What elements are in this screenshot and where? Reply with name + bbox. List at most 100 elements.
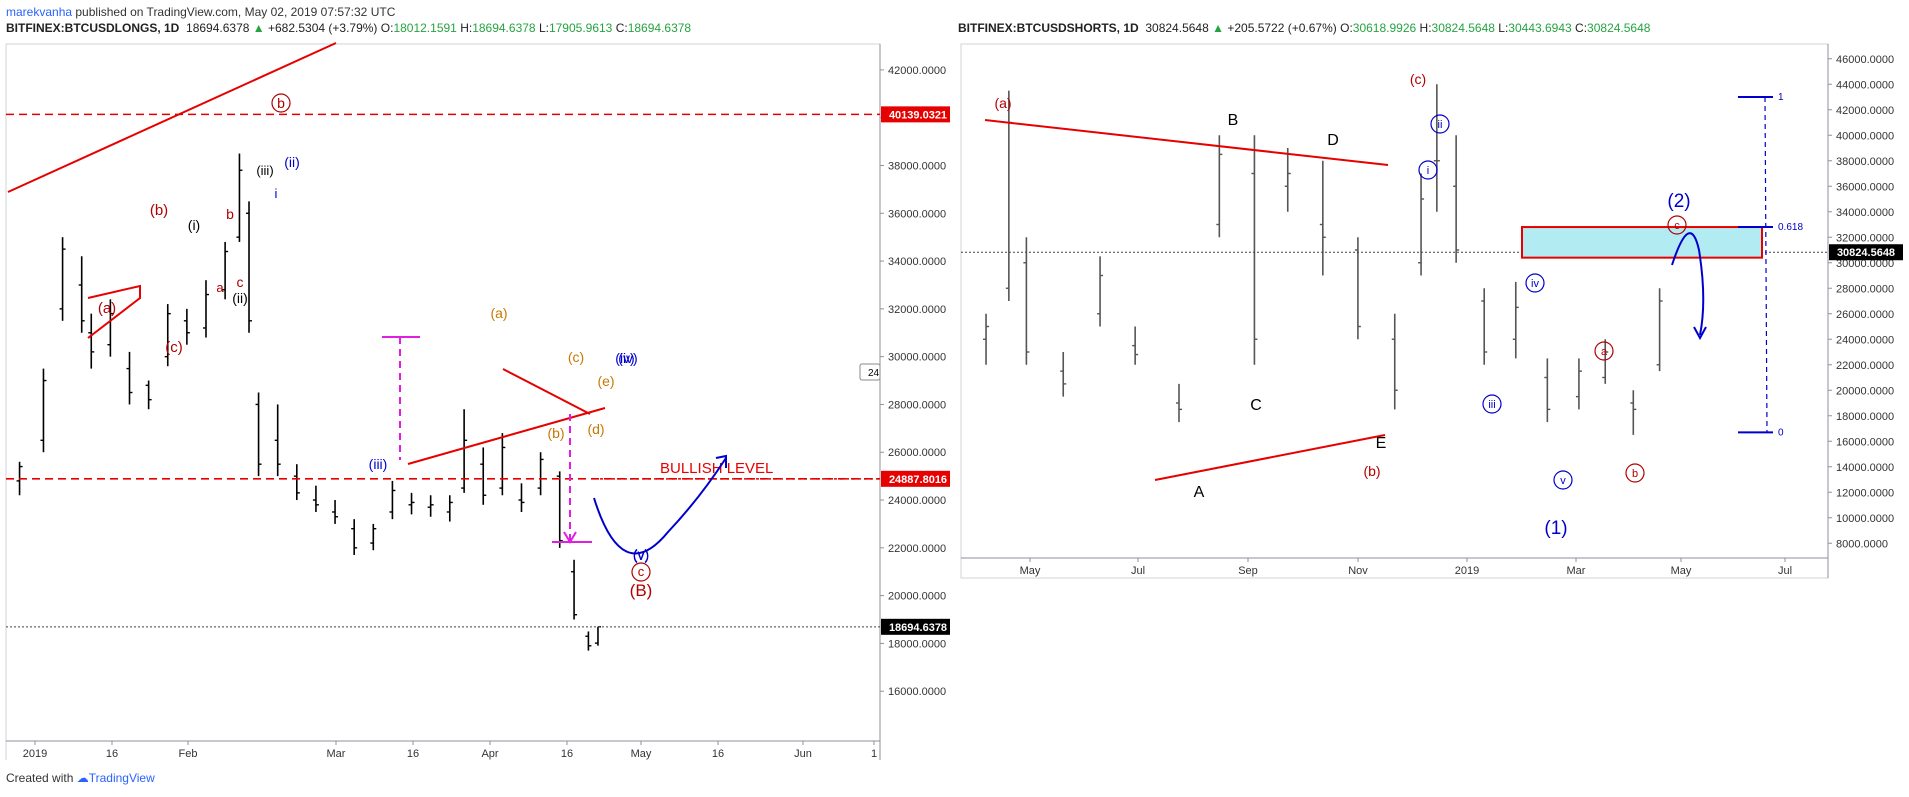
wave-label: (iii)	[256, 163, 273, 178]
longs-chart[interactable]: 42000.000040000.000038000.000036000.0000…	[0, 40, 950, 760]
x-tick-label: May	[1020, 565, 1041, 577]
y-tick-label: 10000.0000	[1836, 513, 1894, 525]
y-tick-label: 26000.0000	[1836, 309, 1894, 321]
price-change: +205.5722 (+0.67%)	[1227, 21, 1337, 35]
ticker-line-left: BITFINEX:BTCUSDLONGS, 1D 18694.6378 ▲ +6…	[6, 21, 691, 35]
last-price: 30824.5648	[1145, 21, 1209, 35]
wave-label: (i)	[188, 217, 200, 233]
wave-circle	[271, 93, 291, 113]
wave-circle	[1430, 114, 1450, 134]
x-tick-label: 2019	[23, 748, 47, 760]
y-tick-label: 36000.0000	[888, 208, 946, 220]
wave-label: iv	[1531, 278, 1539, 290]
x-tick-label: 16	[561, 748, 573, 760]
y-tick-label: 42000.0000	[1836, 105, 1894, 117]
triangle-pattern	[87, 284, 141, 339]
y-tick-label: 20000.0000	[888, 591, 946, 603]
open-value: 18012.1591	[393, 21, 457, 35]
x-tick-label: May	[631, 748, 652, 760]
high-label: H:	[1419, 21, 1432, 35]
fib-label: 0.618	[1778, 222, 1803, 233]
triangle-upper-line	[984, 119, 1389, 166]
x-tick-label: Apr	[481, 748, 498, 760]
plot-frame	[5, 43, 881, 760]
publish-header: marekvanha published on TradingView.com,…	[6, 5, 395, 19]
tradingview-link[interactable]: TradingView	[88, 771, 155, 785]
y-tick-label: 44000.0000	[1836, 79, 1894, 91]
tradingview-logo-icon: ☁	[76, 771, 89, 785]
wave-label: (b)	[547, 425, 564, 441]
wave-label: (ii)	[284, 154, 300, 170]
wave-label: a	[216, 280, 224, 295]
wave-circle	[1667, 215, 1687, 235]
wave-label: E	[1376, 435, 1387, 452]
wave-label: A	[1194, 484, 1205, 501]
wave-label: (iii)	[369, 456, 388, 472]
x-tick-label: Jul	[1778, 565, 1792, 577]
wave-label: D	[1327, 132, 1339, 149]
y-tick-label: 20000.0000	[1836, 385, 1894, 397]
triangle-lower-line	[1154, 434, 1386, 481]
shorts-chart[interactable]: 46000.0000 44000.0000 42000.0000 40000.0000…	[955, 40, 1905, 760]
wave-circle	[1594, 341, 1614, 361]
projection-curve	[1671, 232, 1705, 336]
x-tick-label: Jun	[794, 748, 812, 760]
x-tick-label: 1	[871, 748, 877, 760]
wave-label: (a)	[98, 300, 116, 317]
wave-label: (iv)	[618, 350, 637, 366]
fib-label: 0	[1778, 427, 1784, 438]
wave-label: (b)	[1363, 463, 1380, 479]
y-tick-label: 38000.0000	[888, 160, 946, 172]
wave-label: (e)	[597, 373, 614, 389]
y-tick-label: 36000.0000	[1836, 181, 1894, 193]
author-name[interactable]: marekvanha	[6, 5, 73, 19]
wave-label: (c)	[165, 339, 183, 356]
x-tick-label: 16	[712, 748, 724, 760]
fib-connector	[1764, 96, 1768, 433]
y-tick-label: 30000.0000	[888, 352, 946, 364]
y-tick-label: 22000.0000	[888, 543, 946, 555]
wave-label: (v)	[633, 546, 649, 562]
wave-label: (c)	[1410, 71, 1426, 87]
measure-arrow	[563, 531, 577, 544]
projection-arrow	[715, 454, 727, 468]
x-tick-label: Feb	[179, 748, 198, 760]
y-tick-label: 14000.0000	[1836, 462, 1894, 474]
up-triangle-icon: ▲	[252, 21, 265, 35]
y-tick-label: 42000.0000	[888, 65, 946, 77]
y-tick-label: 34000.0000	[888, 256, 946, 268]
wave-circle	[1553, 470, 1573, 490]
price-tag	[881, 106, 950, 123]
low-value: 30443.6943	[1508, 21, 1572, 35]
target-zone	[1521, 226, 1763, 259]
flag-marker	[859, 363, 881, 381]
y-tick-label: 24000.0000	[888, 495, 946, 507]
x-tick-label: Nov	[1348, 565, 1368, 577]
wave-label: b	[226, 206, 234, 222]
price-tag	[881, 470, 950, 487]
price-tag-label: 24887.8016	[889, 474, 947, 486]
wave-label: (a)	[490, 305, 507, 321]
publish-info: published on TradingView.com, May 02, 20…	[72, 5, 396, 19]
projection-curve	[593, 457, 727, 555]
wave-label: (d)	[587, 421, 604, 437]
low-value: 17905.9613	[548, 21, 613, 35]
up-triangle-icon: ▲	[1212, 21, 1224, 35]
close-value: 18694.6378	[627, 21, 692, 35]
wave-label: b	[1632, 468, 1638, 480]
wave-label: (1)	[1544, 518, 1567, 539]
flag-marker-label: 24	[868, 368, 880, 379]
x-tick-label: Jul	[1131, 565, 1145, 577]
y-tick-label: 16000.0000	[1836, 436, 1894, 448]
bullish-level-label: BULLISH LEVEL	[660, 460, 773, 477]
triangle-upper-line	[502, 368, 591, 415]
y-tick-label: 24000.0000	[1836, 334, 1894, 346]
wave-label: C	[1250, 397, 1262, 414]
price-tag	[881, 618, 950, 635]
last-price: 18694.6378	[186, 21, 250, 35]
y-tick-label: 28000.0000	[1836, 283, 1894, 295]
open-value: 30618.9926	[1352, 21, 1417, 35]
y-tick-label: 40000.0000	[1836, 130, 1894, 142]
open-label: O:	[380, 21, 394, 35]
wave-label: (v)	[633, 547, 649, 563]
